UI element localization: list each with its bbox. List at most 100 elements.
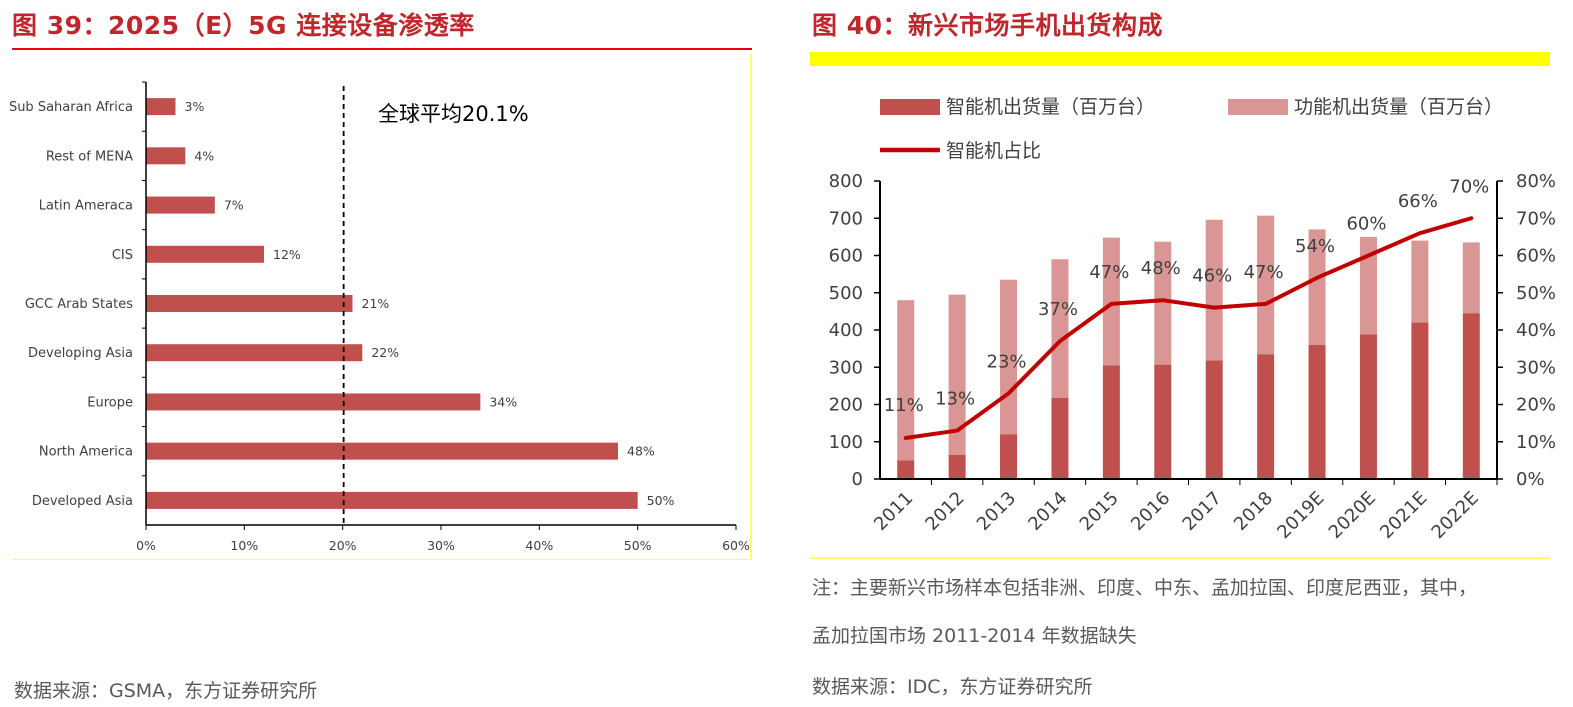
figure40-note-line2: 孟加拉国市场 2011-2014 年数据缺失: [812, 625, 1137, 647]
figure40-source: 数据来源：IDC，东方证券研究所: [812, 676, 1093, 698]
average-annotation: 全球平均20.1%: [378, 102, 529, 126]
bar39-4: [146, 295, 353, 312]
bar39-0: [146, 98, 176, 116]
legend-label-share: 智能机占比: [946, 140, 1041, 162]
share-data-label-40: 46%: [1192, 266, 1232, 287]
right-tick-label-40: 30%: [1516, 357, 1556, 378]
x-tick-label-39: 10%: [230, 538, 258, 553]
right-tick-label-40: 60%: [1516, 246, 1556, 267]
right-tick-label-40: 80%: [1516, 171, 1556, 192]
share-data-label-40: 70%: [1449, 176, 1489, 197]
right-tick-label-40: 70%: [1516, 208, 1556, 229]
bar40-featurephone-8: [1308, 229, 1326, 345]
share-data-label-40: 37%: [1038, 299, 1078, 320]
x-tick-label-40: 2020E: [1325, 488, 1380, 543]
share-line-40: [903, 216, 1474, 441]
bar39-3: [146, 245, 264, 263]
left-tick-label-40: 700: [829, 208, 863, 229]
title-underline-right: [810, 52, 1550, 66]
bar40-featurephone-11: [1462, 242, 1480, 314]
share-data-label-40: 13%: [935, 389, 975, 410]
bar40-smartphone-7: [1257, 354, 1275, 479]
bar39-8: [146, 491, 638, 509]
share-data-label-40: 23%: [987, 351, 1027, 372]
bar40-smartphone-1: [948, 454, 966, 479]
x-tick-label-39: 50%: [624, 538, 652, 553]
value-label-39: 21%: [362, 296, 390, 311]
bar40-featurephone-7: [1257, 215, 1275, 355]
legend-label-smartphone: 智能机出货量（百万台）: [946, 96, 1155, 118]
right-tick-label-40: 40%: [1516, 320, 1556, 341]
bar40-featurephone-6: [1205, 219, 1223, 361]
share-data-label-40: 66%: [1398, 191, 1438, 212]
x-tick-label-40: 2015: [1076, 488, 1123, 535]
left-tick-label-40: 500: [829, 283, 863, 304]
chart39-frame: [12, 54, 752, 560]
figure40-title: 图 40：新兴市场手机出货构成: [812, 11, 1163, 40]
right-tick-label-40: 20%: [1516, 395, 1556, 416]
bar39-2: [146, 196, 215, 214]
category-label-39: Sub Saharan Africa: [9, 100, 133, 115]
x-tick-label-39: 60%: [722, 538, 750, 553]
x-tick-label-40: 2016: [1127, 488, 1174, 535]
share-data-label-40: 48%: [1141, 258, 1181, 279]
right-tick-label-40: 10%: [1516, 432, 1556, 453]
share-data-label-40: 54%: [1295, 236, 1335, 257]
bar40-featurephone-9: [1359, 236, 1377, 335]
category-label-39: Latin Ameraca: [39, 199, 133, 214]
left-tick-label-40: 600: [829, 246, 863, 267]
value-label-39: 3%: [185, 99, 205, 114]
bar40-smartphone-6: [1205, 360, 1223, 479]
bar40-smartphone-4: [1102, 365, 1120, 479]
legend-label-featurephone: 功能机出货量（百万台）: [1294, 96, 1503, 118]
legend-swatch-smartphone: [880, 99, 940, 115]
left-tick-label-40: 800: [829, 171, 863, 192]
x-tick-label-40: 2017: [1179, 488, 1226, 535]
figure39-source: 数据来源：GSMA，东方证券研究所: [14, 680, 318, 702]
x-tick-label-40: 2022E: [1428, 488, 1483, 543]
value-label-39: 34%: [489, 394, 517, 409]
bar40-smartphone-10: [1411, 322, 1429, 479]
x-tick-label-40: 2014: [1024, 488, 1071, 535]
value-label-39: 48%: [627, 444, 655, 459]
share-data-label-40: 11%: [884, 395, 924, 416]
left-tick-label-40: 300: [829, 357, 863, 378]
share-data-label-40: 60%: [1346, 214, 1386, 235]
value-label-39: 22%: [371, 345, 399, 360]
x-tick-label-39: 20%: [329, 538, 357, 553]
x-tick-label-39: 0%: [136, 538, 156, 553]
value-label-39: 12%: [273, 247, 301, 262]
x-tick-label-39: 40%: [525, 538, 553, 553]
bar40-smartphone-11: [1462, 313, 1480, 479]
bar40-featurephone-5: [1154, 241, 1172, 365]
left-tick-label-40: 100: [829, 432, 863, 453]
category-label-39: Developed Asia: [32, 494, 133, 509]
bar40-smartphone-5: [1154, 364, 1172, 479]
title-underline-left: [12, 48, 752, 50]
value-label-39: 4%: [194, 148, 214, 163]
bar39-5: [146, 344, 363, 362]
x-tick-label-40: 2013: [973, 488, 1020, 535]
category-label-39: North America: [39, 445, 133, 460]
category-label-39: Rest of MENA: [46, 149, 133, 164]
x-tick-label-40: 2011: [870, 488, 917, 535]
bar40-featurephone-10: [1411, 240, 1429, 323]
x-tick-label-40: 2012: [921, 488, 968, 535]
chart40-bottom-rule: [810, 557, 1550, 559]
share-data-label-40: 47%: [1244, 262, 1284, 283]
x-tick-label-39: 30%: [427, 538, 455, 553]
share-data-label-40: 47%: [1089, 262, 1129, 283]
category-label-39: GCC Arab States: [25, 297, 133, 312]
left-tick-label-40: 0: [852, 469, 863, 490]
bar39-7: [146, 442, 618, 460]
bar40-smartphone-9: [1359, 334, 1377, 479]
bar40-featurephone-4: [1102, 237, 1120, 366]
value-label-39: 7%: [224, 198, 244, 213]
bar40-featurephone-1: [948, 294, 966, 455]
legend-swatch-featurephone: [1228, 99, 1288, 115]
left-tick-label-40: 400: [829, 320, 863, 341]
bar39-6: [146, 393, 481, 411]
bar40-featurephone-3: [1051, 259, 1069, 398]
figure39-title: 图 39：2025（E）5G 连接设备渗透率: [12, 11, 475, 40]
